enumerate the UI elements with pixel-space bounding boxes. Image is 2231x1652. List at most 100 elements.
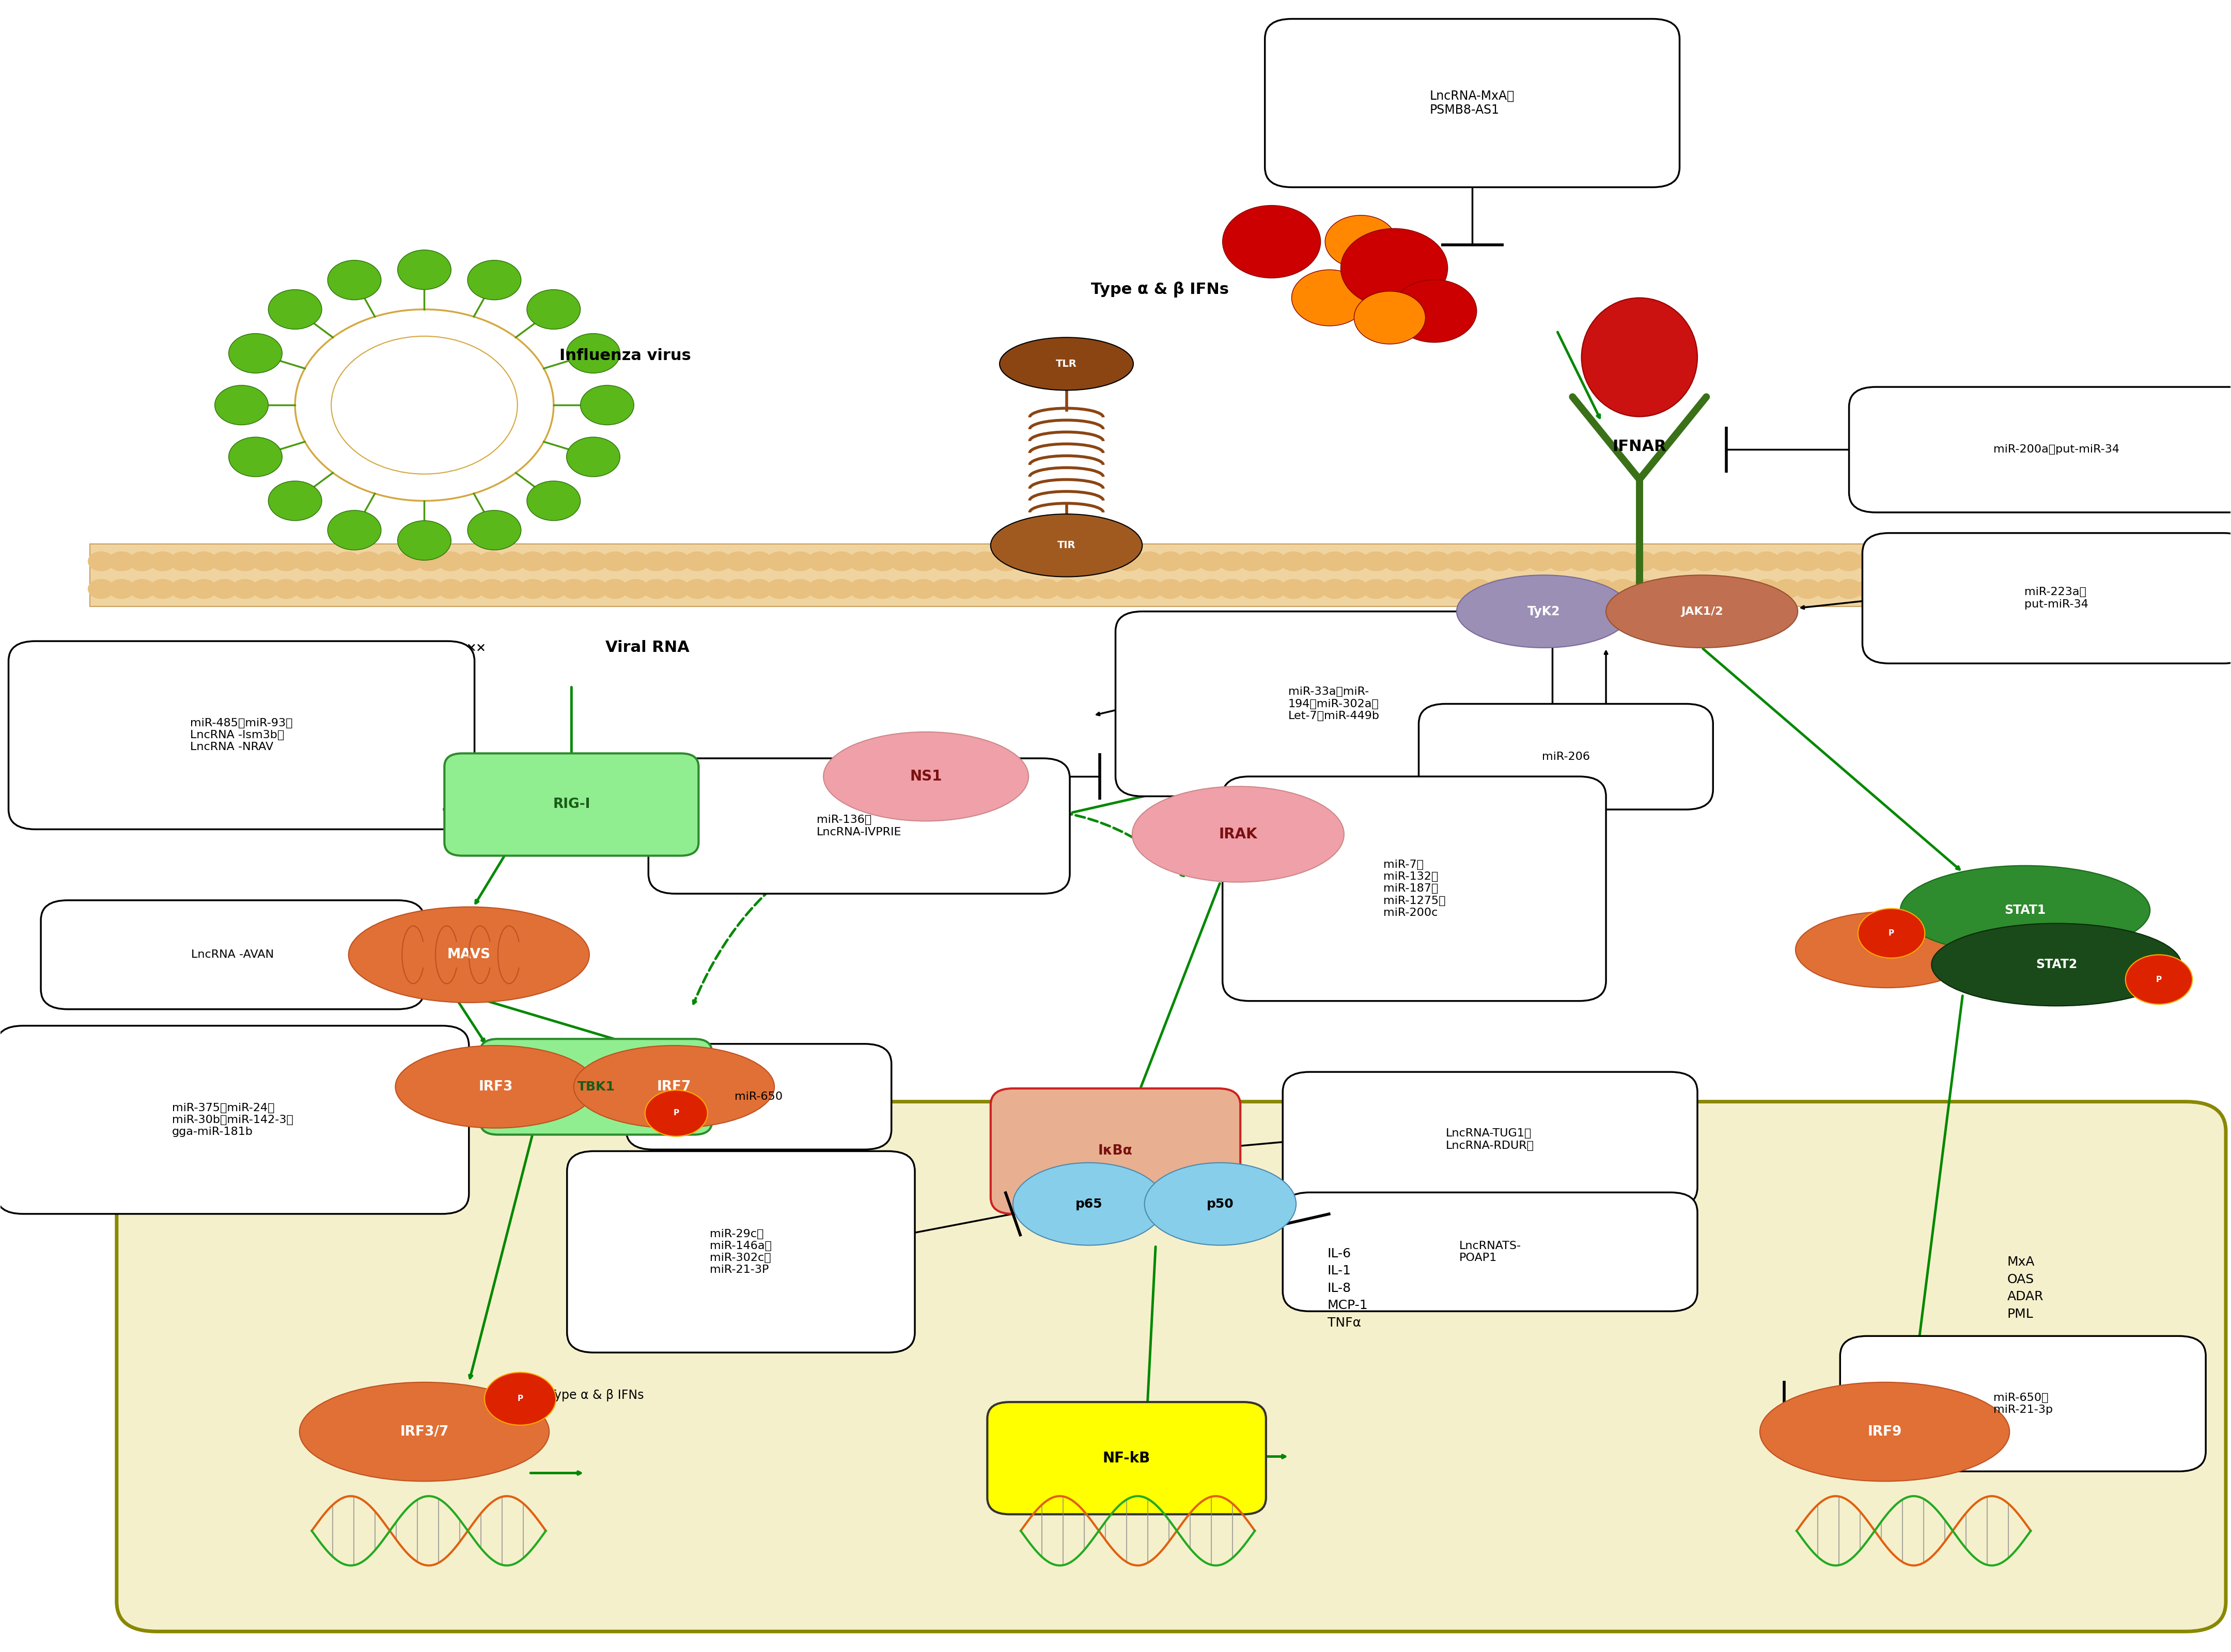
Text: LncRNA-TUG1、
LncRNA-RDUR、: LncRNA-TUG1、 LncRNA-RDUR、 [1446, 1128, 1535, 1151]
Circle shape [355, 552, 382, 572]
Circle shape [397, 552, 422, 572]
Circle shape [580, 385, 634, 425]
Circle shape [582, 552, 607, 572]
Circle shape [109, 580, 134, 598]
Text: STAT1: STAT1 [2003, 904, 2046, 917]
Circle shape [1343, 580, 1368, 598]
FancyBboxPatch shape [1116, 611, 1553, 796]
Circle shape [480, 580, 504, 598]
Circle shape [2001, 552, 2026, 572]
Circle shape [1631, 580, 1655, 598]
Circle shape [745, 580, 772, 598]
Circle shape [484, 1373, 556, 1426]
Circle shape [1075, 552, 1100, 572]
Circle shape [500, 552, 524, 572]
Ellipse shape [1606, 575, 1798, 648]
Ellipse shape [991, 514, 1142, 577]
Circle shape [1899, 552, 1923, 572]
Circle shape [2021, 580, 2046, 598]
Circle shape [602, 552, 627, 572]
Circle shape [788, 580, 812, 598]
Circle shape [1466, 580, 1493, 598]
Text: miR-650、
miR-21-3p: miR-650、 miR-21-3p [1992, 1393, 2053, 1414]
Circle shape [1178, 552, 1205, 572]
Circle shape [1218, 552, 1245, 572]
Circle shape [129, 580, 156, 598]
Text: IRF9: IRF9 [1872, 943, 1903, 957]
Circle shape [1754, 552, 1780, 572]
Text: miR-485、miR-93、
LncRNA -lsm3b、
LncRNA -NRAV: miR-485、miR-93、 LncRNA -lsm3b、 LncRNA -N… [190, 719, 292, 752]
Circle shape [1095, 552, 1122, 572]
Circle shape [1354, 291, 1426, 344]
FancyBboxPatch shape [1849, 387, 2231, 512]
FancyBboxPatch shape [649, 758, 1071, 894]
Circle shape [1713, 552, 1738, 572]
FancyBboxPatch shape [1265, 18, 1680, 187]
Circle shape [335, 580, 361, 598]
Text: P: P [2155, 976, 2162, 983]
FancyBboxPatch shape [991, 1089, 1240, 1214]
Circle shape [993, 580, 1020, 598]
Text: LncRNA-MxA、
PSMB8-AS1: LncRNA-MxA、 PSMB8-AS1 [1430, 89, 1515, 116]
FancyBboxPatch shape [0, 1026, 469, 1214]
Ellipse shape [1901, 866, 2151, 955]
Circle shape [1794, 580, 1820, 598]
Circle shape [1281, 552, 1307, 572]
Circle shape [437, 552, 464, 572]
Circle shape [890, 580, 917, 598]
Circle shape [228, 438, 281, 477]
Circle shape [953, 552, 977, 572]
Circle shape [1055, 580, 1080, 598]
Circle shape [1876, 552, 1903, 572]
Circle shape [335, 552, 361, 572]
Ellipse shape [999, 337, 1133, 390]
Circle shape [1979, 580, 2006, 598]
Circle shape [1281, 580, 1307, 598]
Circle shape [1919, 552, 1943, 572]
Circle shape [1426, 580, 1450, 598]
Circle shape [1292, 269, 1368, 325]
FancyBboxPatch shape [1863, 534, 2231, 664]
Circle shape [294, 552, 319, 572]
Circle shape [767, 552, 792, 572]
Text: IκBα: IκBα [1098, 1145, 1133, 1158]
Circle shape [1095, 580, 1122, 598]
Circle shape [1919, 580, 1943, 598]
Text: IRF9: IRF9 [1867, 1426, 1901, 1439]
Circle shape [1218, 580, 1245, 598]
Circle shape [1116, 580, 1142, 598]
Ellipse shape [1145, 1163, 1296, 1246]
Circle shape [87, 580, 114, 598]
Text: MAVS: MAVS [446, 948, 491, 961]
Circle shape [602, 580, 627, 598]
Circle shape [828, 580, 854, 598]
Text: NS1: NS1 [910, 770, 941, 783]
Circle shape [252, 580, 279, 598]
Text: LncRNATS-
POAP1: LncRNATS- POAP1 [1459, 1241, 1522, 1264]
Circle shape [993, 552, 1020, 572]
Circle shape [1858, 909, 1925, 958]
Circle shape [1075, 580, 1100, 598]
Text: p50: p50 [1207, 1198, 1234, 1211]
Text: P: P [518, 1394, 522, 1403]
FancyBboxPatch shape [1283, 1072, 1698, 1208]
Ellipse shape [1013, 1163, 1165, 1246]
Circle shape [1198, 580, 1225, 598]
Circle shape [1363, 580, 1388, 598]
Text: TyK2: TyK2 [1528, 605, 1559, 618]
Text: MxA
OAS
ADAR
PML: MxA OAS ADAR PML [2008, 1256, 2044, 1320]
Circle shape [560, 552, 587, 572]
Circle shape [87, 552, 114, 572]
Circle shape [272, 552, 299, 572]
Circle shape [910, 552, 937, 572]
Circle shape [1794, 552, 1820, 572]
Circle shape [232, 552, 259, 572]
Circle shape [2001, 580, 2026, 598]
Circle shape [214, 385, 268, 425]
Circle shape [328, 261, 382, 301]
Circle shape [622, 552, 649, 572]
Circle shape [1959, 552, 1986, 572]
Circle shape [582, 580, 607, 598]
Ellipse shape [395, 1046, 596, 1128]
Text: Viral RNA: Viral RNA [605, 641, 689, 656]
